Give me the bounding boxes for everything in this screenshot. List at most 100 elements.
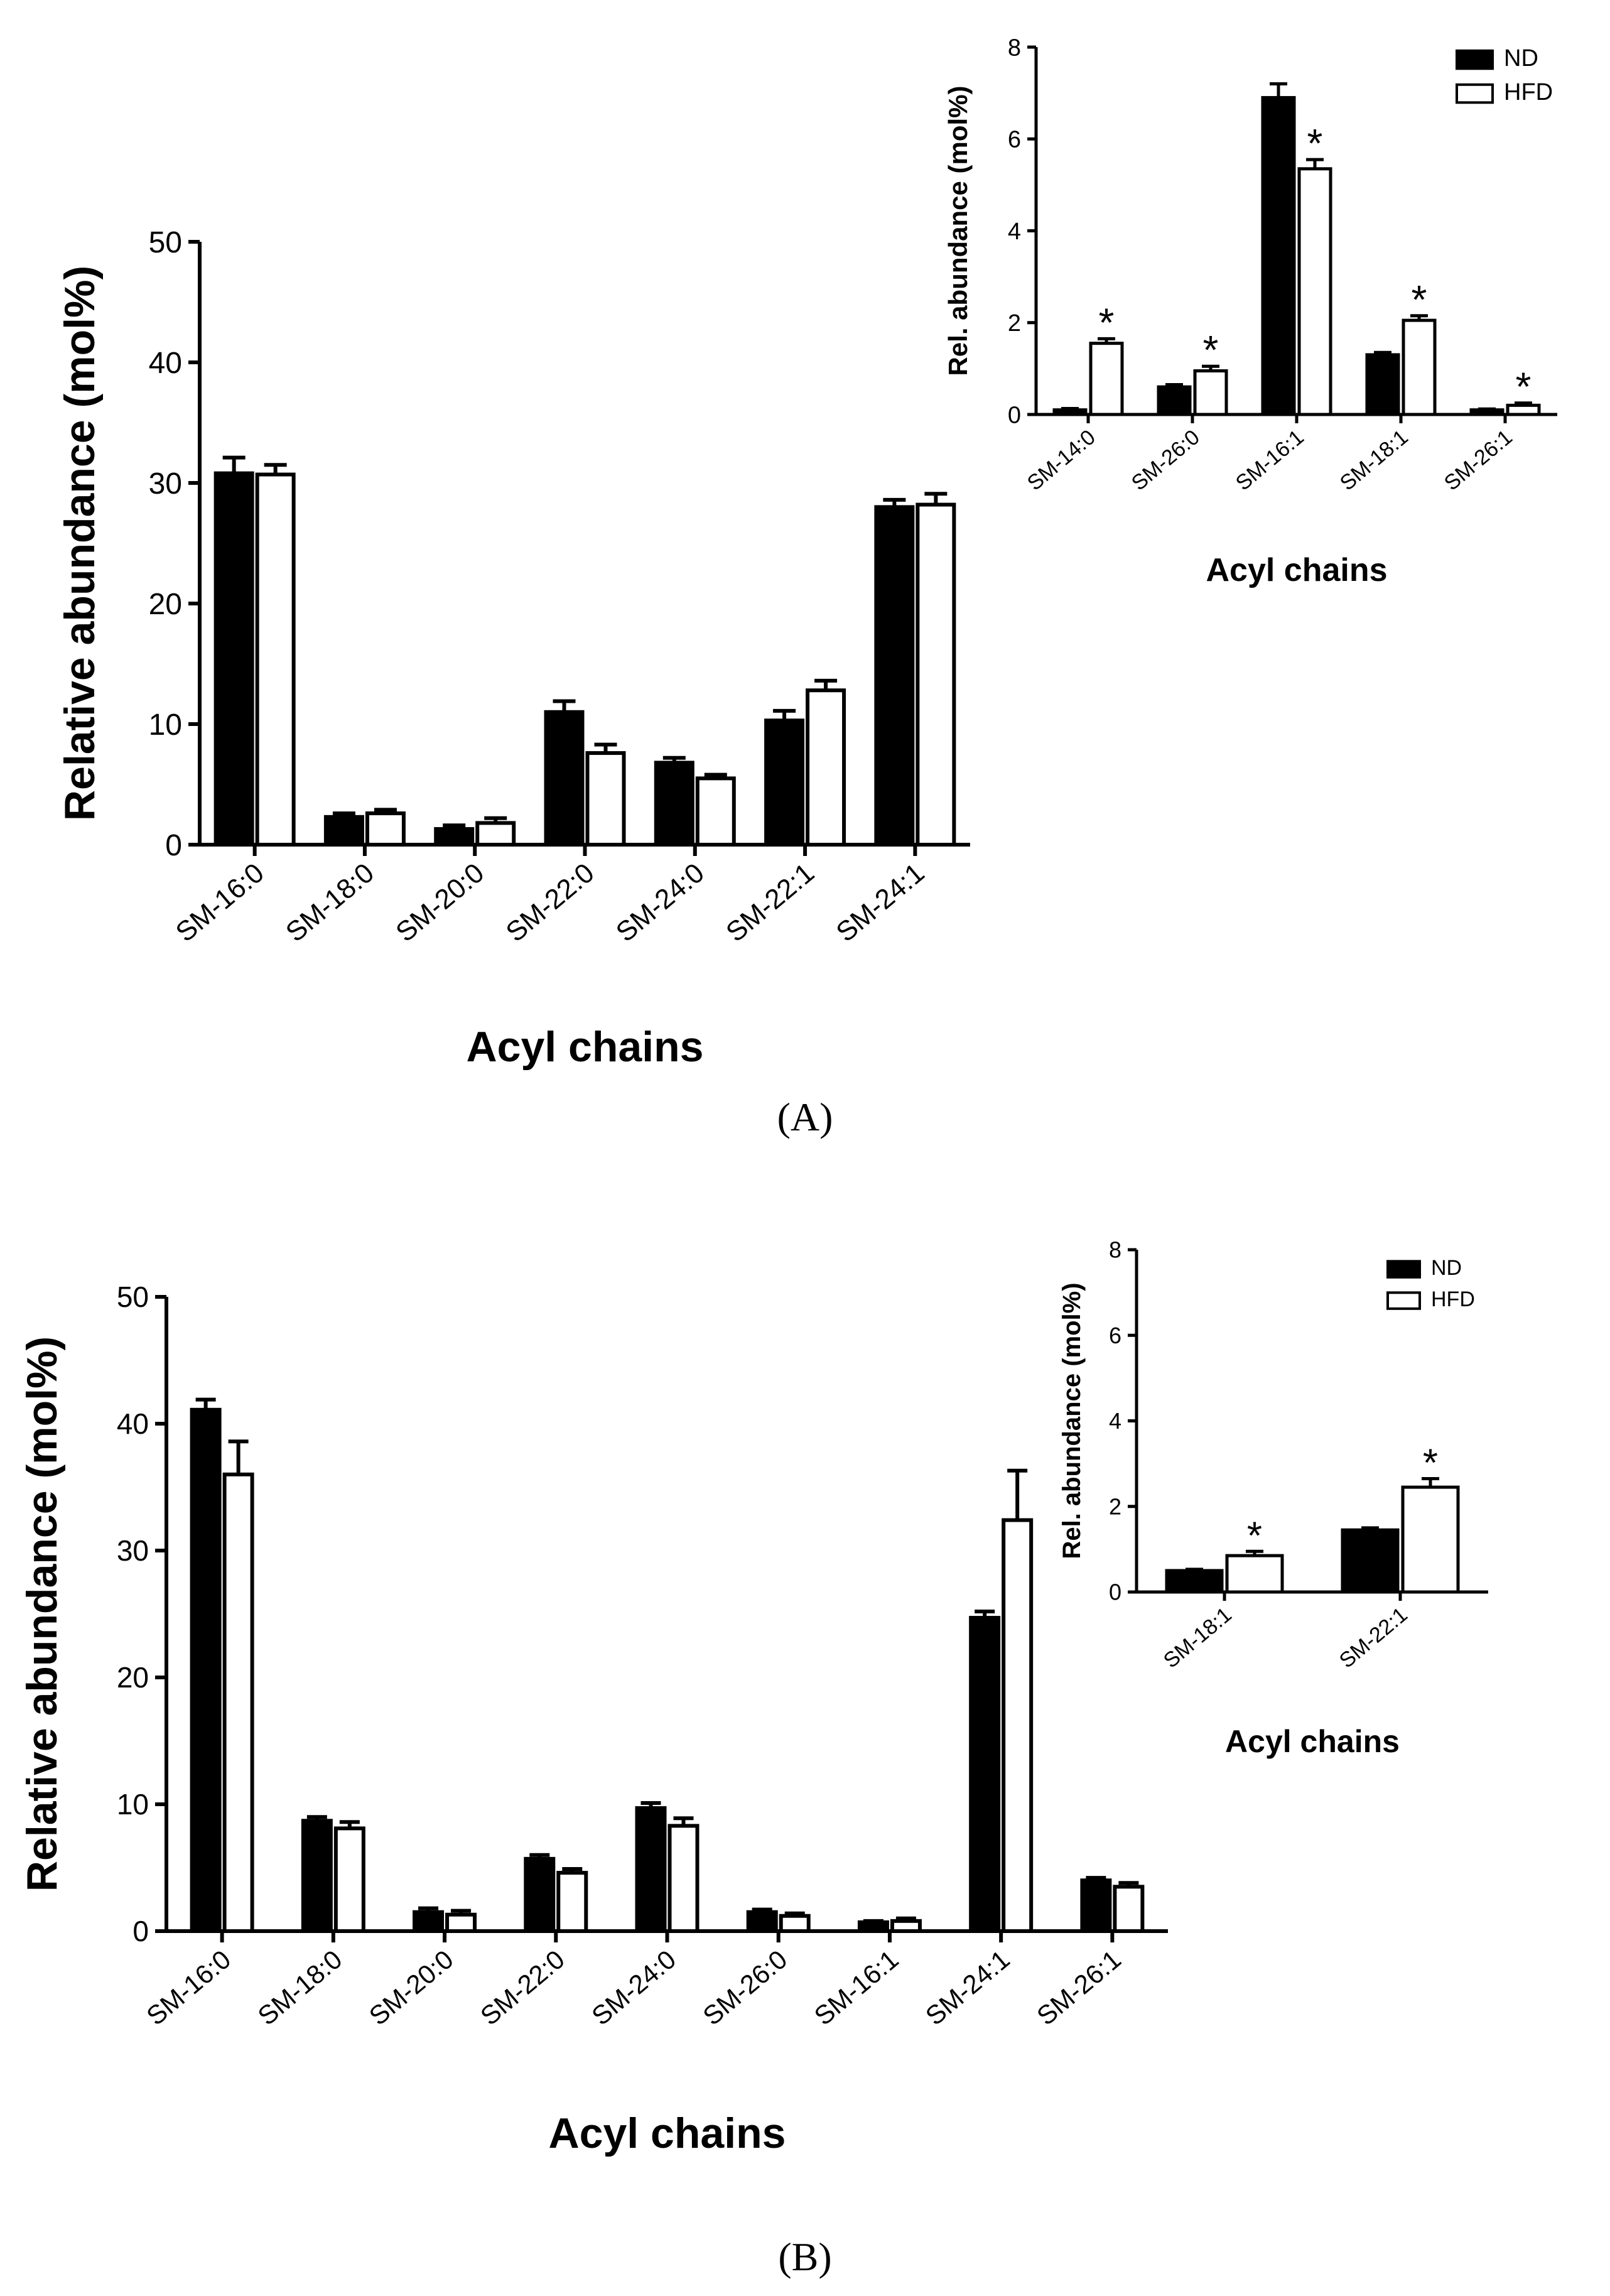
y-tick-label: 40 <box>117 1407 149 1440</box>
bar-nd <box>434 827 475 847</box>
y-axis-title: Relative abundance (mol%) <box>56 266 104 821</box>
chart-b-inset: 0 2 4 6 8 SM-18:1 * SM-22:1 * Rel. abundance (mol… <box>1058 1237 1488 1759</box>
legend-swatch-nd <box>1456 49 1494 70</box>
bar-hfd <box>556 1871 588 1934</box>
legend-swatch-hfd <box>1386 1291 1421 1310</box>
bar-hfd <box>890 1919 922 1934</box>
y-tick-label: 30 <box>149 467 182 501</box>
bar-hfd <box>475 821 516 847</box>
significance-star: * <box>1247 1514 1262 1557</box>
y-tick-label: 4 <box>1109 1408 1121 1434</box>
bar-hfd <box>1402 318 1437 416</box>
bar-hfd <box>1225 1554 1284 1594</box>
y-tick-label: 8 <box>1109 1237 1121 1263</box>
bar-nd <box>544 710 585 847</box>
x-tick-label: SM-24:0 <box>586 1944 681 2031</box>
bar-nd <box>635 1806 667 1934</box>
y-tick-label: 10 <box>117 1788 149 1821</box>
y-tick-label: 50 <box>149 226 182 259</box>
bar-nd <box>1365 353 1400 416</box>
bar-nd <box>764 718 805 847</box>
x-tick-label: SM-16:0 <box>141 1944 236 2031</box>
x-tick-label: SM-22:1 <box>720 857 820 948</box>
bar-hfd <box>667 1824 700 1934</box>
legend-swatch-hfd <box>1456 83 1494 104</box>
significance-star: * <box>1412 277 1427 322</box>
y-tick-label: 6 <box>1109 1323 1121 1348</box>
significance-star: * <box>1099 300 1115 345</box>
y-tick-label: 20 <box>149 588 182 621</box>
y-tick-label: 10 <box>149 708 182 742</box>
y-axis-title: Rel. abundance (mol%) <box>1058 1282 1086 1559</box>
x-tick-label: SM-22:1 <box>1335 1603 1412 1673</box>
x-tick-label: SM-18:0 <box>280 857 380 948</box>
bar-hfd <box>779 1914 811 1934</box>
bar-hfd <box>1193 369 1228 416</box>
bar-hfd <box>916 502 956 847</box>
x-tick-label: SM-26:0 <box>1127 425 1204 495</box>
x-tick-label: SM-22:0 <box>475 1944 570 2031</box>
bar-hfd <box>255 472 296 847</box>
bar-nd <box>1469 408 1505 416</box>
x-axis-title: Acyl chains <box>549 2109 786 2157</box>
panel-a-label: (A) <box>777 1095 833 1139</box>
bar-nd <box>654 761 694 847</box>
bar-nd <box>323 815 364 847</box>
y-tick-label: 30 <box>117 1534 149 1567</box>
bar-hfd <box>806 688 846 847</box>
bar-nd <box>1165 1569 1224 1594</box>
y-tick-label: 0 <box>1109 1579 1121 1605</box>
bar-nd <box>874 505 915 847</box>
bar-nd <box>746 1910 778 1933</box>
legend-label-hfd: HFD <box>1504 79 1553 106</box>
bar-hfd <box>1401 1485 1460 1594</box>
bar-nd <box>301 1819 333 1934</box>
bar-nd <box>213 471 254 847</box>
x-tick-label: SM-18:1 <box>1159 1603 1236 1673</box>
x-tick-label: SM-24:1 <box>830 857 930 948</box>
y-tick-label: 40 <box>149 347 182 380</box>
y-tick-label: 2 <box>1109 1493 1121 1519</box>
y-axis-title: Rel. abundance (mol%) <box>943 85 973 376</box>
legend-swatch-nd <box>1386 1260 1421 1279</box>
x-axis-title: Acyl chains <box>1225 1724 1400 1759</box>
bar-hfd <box>445 1912 477 1933</box>
y-tick-label: 8 <box>1008 35 1021 61</box>
x-axis-title: Acyl chains <box>1206 552 1387 588</box>
x-tick-label: SM-26:1 <box>1440 425 1517 495</box>
x-tick-label: SM-24:0 <box>610 857 710 948</box>
bar-hfd <box>585 751 626 847</box>
y-tick-label: 0 <box>1008 402 1021 428</box>
bar-nd <box>1261 95 1296 416</box>
x-tick-label: SM-16:0 <box>170 857 270 948</box>
x-tick-label: SM-24:1 <box>920 1944 1015 2031</box>
bar-hfd <box>1113 1885 1145 1934</box>
significance-star: * <box>1307 121 1323 166</box>
x-tick-label: SM-16:1 <box>1231 425 1309 495</box>
bar-nd <box>524 1856 556 1934</box>
panel-b-label: (B) <box>778 2234 831 2279</box>
bar-nd <box>1157 385 1192 416</box>
legend-label-nd: ND <box>1431 1256 1462 1280</box>
bar-hfd <box>1002 1518 1034 1933</box>
x-tick-label: SM-26:1 <box>1031 1944 1126 2031</box>
bar-hfd <box>695 776 736 847</box>
y-tick-label: 50 <box>117 1281 149 1313</box>
bar-nd <box>1052 408 1088 416</box>
y-tick-label: 20 <box>117 1661 149 1694</box>
x-tick-label: SM-26:0 <box>697 1944 792 2031</box>
bar-hfd <box>1297 167 1332 416</box>
y-tick-label: 0 <box>165 829 182 862</box>
bar-nd <box>1341 1528 1400 1594</box>
significance-star: * <box>1516 364 1532 409</box>
y-axis-title: Relative abundance (mol%) <box>18 1336 66 1892</box>
x-tick-label: SM-14:0 <box>1023 425 1100 495</box>
significance-star: * <box>1203 327 1219 372</box>
legend-label-nd: ND <box>1504 45 1538 72</box>
x-tick-label: SM-22:0 <box>500 857 600 948</box>
bar-hfd <box>365 811 406 847</box>
